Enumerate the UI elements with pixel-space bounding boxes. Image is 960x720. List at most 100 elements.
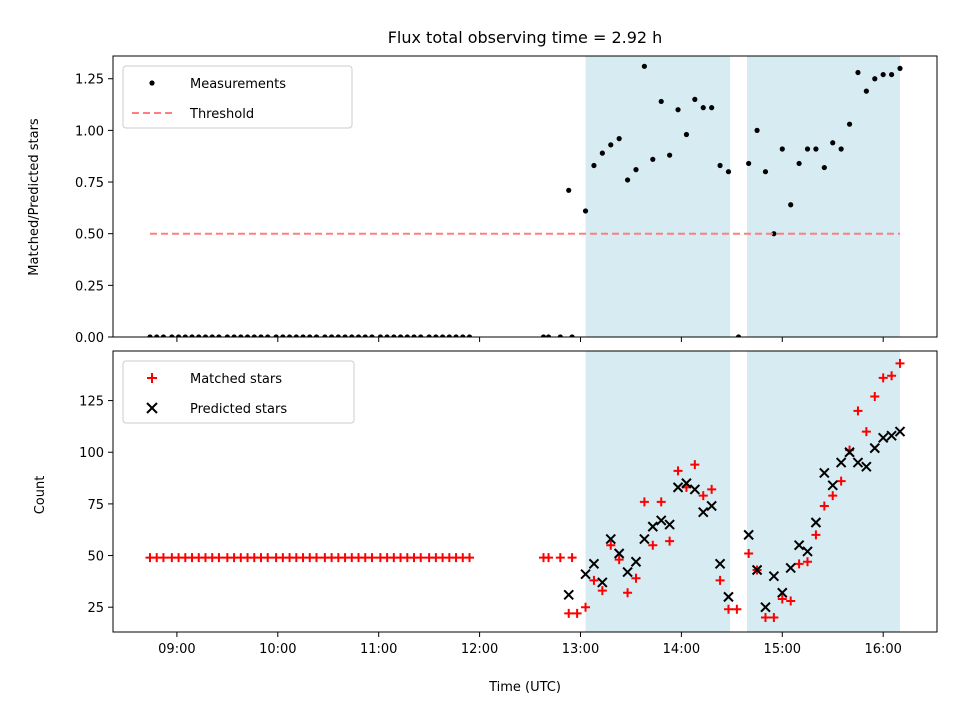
matched-star-marker bbox=[158, 553, 168, 563]
predicted-star-marker bbox=[751, 564, 763, 576]
top-panel: 0.00 0.25 0.50 0.75 1.00 1.25 Measurements Thre… bbox=[75, 55, 938, 346]
measurement-point bbox=[813, 146, 819, 152]
predicted-star-marker bbox=[793, 540, 805, 551]
matched-star-marker bbox=[828, 491, 838, 501]
measurement-point bbox=[641, 63, 647, 69]
observing-interval-2 bbox=[746, 56, 901, 337]
measurement-point bbox=[216, 334, 222, 337]
y-tick-label: 50 bbox=[87, 550, 104, 565]
measurement-point bbox=[754, 127, 760, 133]
measurement-point bbox=[322, 334, 328, 337]
observing-interval-1 bbox=[585, 351, 731, 632]
y-tick-label: 100 bbox=[79, 446, 104, 461]
legend-label: Measurements bbox=[190, 77, 286, 92]
y-tick-label: 1.25 bbox=[75, 73, 104, 88]
legend-label: Threshold bbox=[189, 107, 254, 122]
legend-label: Predicted stars bbox=[190, 402, 287, 417]
predicted-star-marker bbox=[563, 589, 574, 601]
predicted-star-marker bbox=[588, 558, 600, 570]
matched-star-marker bbox=[656, 497, 666, 507]
predicted-star-marker bbox=[743, 529, 754, 541]
measurement-point bbox=[624, 177, 631, 183]
measurement-point bbox=[897, 65, 903, 71]
measurement-point bbox=[446, 334, 452, 337]
top-y-axis-label: Matched/Predicted stars bbox=[27, 118, 42, 276]
measurement-point bbox=[175, 334, 182, 337]
measurement-point bbox=[846, 121, 853, 127]
predicted-star-marker bbox=[802, 546, 813, 557]
measurement-point bbox=[362, 334, 368, 337]
x-tick-label: 10:00 bbox=[259, 642, 296, 657]
predicted-star-marker bbox=[605, 533, 616, 545]
chart-title: Flux total observing time = 2.92 h bbox=[388, 28, 663, 47]
measurement-point bbox=[391, 334, 397, 337]
x-tick-label: 11:00 bbox=[360, 642, 397, 657]
matched-star-marker bbox=[465, 553, 475, 563]
measurement-point bbox=[335, 334, 341, 337]
measurement-point bbox=[453, 334, 459, 337]
predicted-star-marker bbox=[877, 432, 889, 443]
matched-star-marker bbox=[715, 575, 725, 585]
legend-marker bbox=[149, 80, 155, 86]
predicted-star-marker bbox=[706, 500, 717, 512]
series-matched-stars bbox=[145, 358, 905, 623]
y-tick-label: 125 bbox=[79, 395, 104, 410]
predicted-star-marker bbox=[647, 521, 659, 532]
x-tick-label: 09:00 bbox=[158, 642, 195, 657]
measurement-point bbox=[418, 334, 424, 337]
measurement-point bbox=[251, 334, 257, 337]
predicted-star-marker bbox=[827, 480, 838, 491]
predicted-star-marker bbox=[869, 442, 880, 454]
series-measurements bbox=[147, 63, 903, 337]
y-tick-label: 0.25 bbox=[75, 279, 104, 294]
measurement-point bbox=[633, 167, 639, 173]
measurement-point bbox=[804, 146, 811, 152]
measurement-point bbox=[796, 160, 802, 167]
measurement-point bbox=[329, 334, 335, 337]
measurement-point bbox=[349, 334, 355, 337]
matched-star-marker bbox=[581, 602, 591, 612]
observing-interval-2 bbox=[746, 351, 901, 632]
measurement-point bbox=[569, 334, 575, 337]
measurement-point bbox=[582, 208, 589, 214]
measurement-point bbox=[280, 334, 286, 337]
measurement-point bbox=[182, 334, 188, 337]
measurement-point bbox=[608, 142, 614, 148]
bottom-y-axis-label: Count bbox=[33, 476, 48, 515]
predicted-star-marker bbox=[819, 467, 830, 479]
matched-star-marker bbox=[723, 604, 733, 614]
predicted-star-marker bbox=[894, 426, 906, 437]
measurement-point bbox=[717, 162, 723, 169]
measurement-point bbox=[566, 187, 572, 193]
measurement-point bbox=[545, 334, 552, 337]
measurement-point bbox=[460, 334, 466, 337]
predicted-star-marker bbox=[672, 482, 684, 493]
predicted-star-marker bbox=[835, 457, 847, 468]
measurement-point bbox=[709, 105, 715, 111]
matched-star-marker bbox=[367, 553, 377, 563]
matched-star-marker bbox=[895, 358, 905, 368]
measurement-point bbox=[411, 334, 417, 337]
measurement-point bbox=[658, 98, 664, 105]
matched-star-marker bbox=[606, 540, 616, 550]
matched-star-marker bbox=[732, 604, 742, 614]
matched-star-marker bbox=[416, 553, 426, 563]
predicted-star-marker bbox=[785, 562, 796, 574]
axes-frame bbox=[112, 55, 938, 338]
measurement-point bbox=[433, 334, 439, 337]
measurement-point bbox=[273, 334, 279, 337]
matched-star-marker bbox=[853, 406, 863, 416]
matched-star-marker bbox=[777, 594, 787, 604]
measurement-point bbox=[683, 131, 690, 138]
observing-interval-1 bbox=[585, 56, 731, 337]
predicted-star-marker bbox=[597, 577, 608, 588]
measurement-point bbox=[557, 334, 563, 337]
y-tick-label: 75 bbox=[87, 498, 104, 513]
matched-star-marker bbox=[564, 608, 574, 618]
measurement-point bbox=[466, 334, 473, 337]
measurement-point bbox=[725, 169, 732, 175]
predicted-star-marker bbox=[656, 515, 667, 526]
predicted-star-marker bbox=[622, 566, 633, 578]
measurement-point bbox=[160, 334, 167, 337]
predicted-star-marker bbox=[768, 571, 780, 582]
